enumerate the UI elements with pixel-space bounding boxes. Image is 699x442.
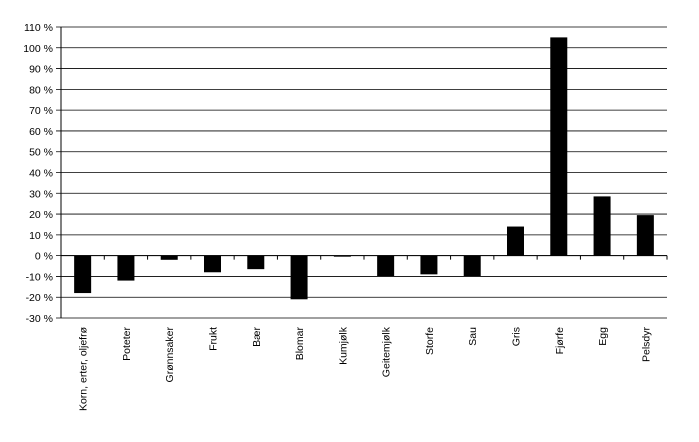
category-label: Bær [251, 327, 263, 347]
category-label: Kumjølk [337, 326, 349, 365]
category-label: Storfe [424, 327, 436, 355]
bar [117, 255, 135, 281]
category-label: Egg [597, 327, 609, 346]
category-label: Fjørfe [554, 327, 566, 355]
y-tick-label: 80 % [29, 84, 53, 96]
category-label: Gris [511, 327, 523, 346]
category-label: Poteter [121, 327, 133, 361]
bar [636, 215, 654, 256]
bar [247, 255, 265, 270]
bar [377, 255, 395, 277]
y-axis-tick-labels: -30 % -20 % -10 % 0 % 10 % 20 % 30 % 40 % 50 % 60… [23, 22, 53, 325]
bar [550, 37, 568, 256]
y-tick-label: -10 % [26, 271, 53, 283]
y-tick-label: 30 % [29, 188, 53, 200]
bar [204, 255, 221, 273]
category-label: Blomar [294, 327, 306, 361]
y-tick-label: 0 % [35, 251, 53, 263]
y-tick-label: 10 % [29, 230, 53, 242]
bars [74, 37, 654, 300]
y-tick-label: 50 % [29, 147, 53, 159]
bar [463, 255, 481, 277]
bar [593, 196, 611, 256]
y-tick-label: -20 % [26, 292, 53, 304]
category-label: Pelsdyr [640, 327, 652, 363]
gridlines [56, 26, 667, 319]
category-labels: Korn, erter, oljefrø Poteter Grønnsaker Fru… [78, 326, 653, 411]
y-tick-label: 40 % [29, 168, 53, 180]
bar [290, 255, 308, 300]
y-tick-label: 100 % [23, 43, 53, 55]
bar [333, 255, 351, 257]
y-tick-label: 20 % [29, 209, 53, 221]
bar [507, 226, 524, 256]
y-tick-label: 70 % [29, 105, 53, 117]
y-tick-label: 60 % [29, 126, 53, 138]
y-tick-label: 90 % [29, 64, 53, 76]
category-label: Frukt [208, 327, 220, 351]
y-tick-label: -30 % [26, 313, 53, 325]
bar [74, 255, 92, 294]
category-label: Korn, erter, oljefrø [78, 326, 90, 411]
bar [160, 255, 178, 260]
category-label: Grønnsaker [164, 327, 176, 383]
bar [420, 255, 438, 275]
axes [60, 27, 668, 318]
y-tick-label: 110 % [24, 22, 53, 34]
category-label: Sau [467, 327, 479, 346]
category-label: Geitemjølk [381, 326, 393, 377]
